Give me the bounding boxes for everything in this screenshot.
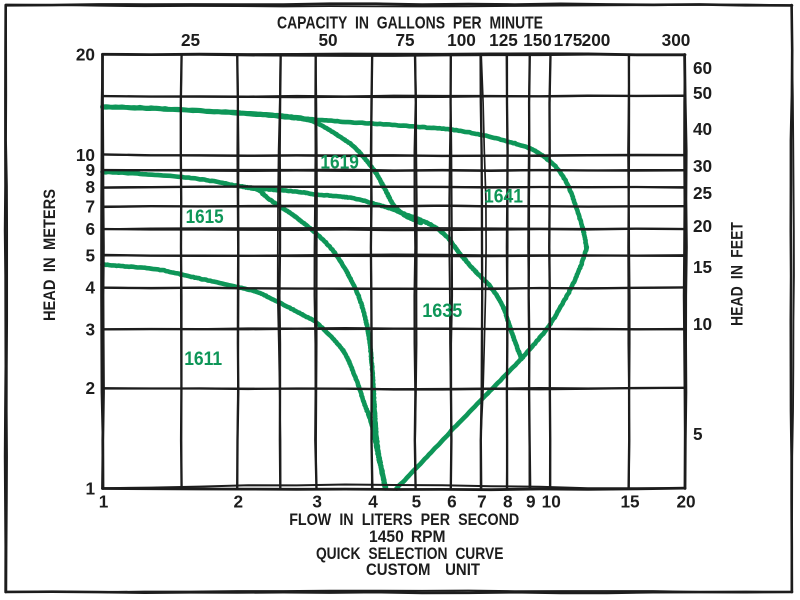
svg-text:200: 200: [582, 30, 611, 50]
svg-text:1450 RPM: 1450 RPM: [369, 527, 446, 546]
svg-text:40: 40: [693, 119, 712, 139]
svg-text:1641: 1641: [484, 187, 523, 208]
svg-text:HEAD IN FEET: HEAD IN FEET: [728, 221, 747, 326]
svg-text:50: 50: [318, 30, 337, 50]
svg-text:8: 8: [85, 177, 95, 197]
svg-text:1: 1: [85, 479, 95, 499]
svg-text:3: 3: [312, 492, 322, 512]
svg-text:FLOW IN LITERS PER SECOND: FLOW IN LITERS PER SECOND: [289, 510, 519, 529]
svg-text:1619: 1619: [320, 153, 359, 174]
svg-text:20: 20: [693, 216, 712, 236]
svg-text:2: 2: [233, 492, 243, 512]
svg-text:1615: 1615: [186, 207, 224, 228]
svg-text:25: 25: [181, 30, 201, 50]
svg-text:CAPACITY IN GALLONS PER MINUTE: CAPACITY IN GALLONS PER MINUTE: [277, 13, 543, 33]
svg-text:10: 10: [542, 492, 561, 512]
svg-text:1611: 1611: [184, 349, 222, 370]
svg-text:50: 50: [693, 83, 712, 103]
svg-text:QUICK SELECTION CURVE: QUICK SELECTION CURVE: [316, 544, 504, 563]
svg-text:1: 1: [99, 492, 109, 512]
svg-text:4: 4: [368, 492, 378, 512]
svg-text:HEAD IN METERS: HEAD IN METERS: [40, 189, 59, 321]
svg-text:8: 8: [503, 492, 513, 512]
svg-text:125: 125: [489, 30, 518, 50]
svg-text:6: 6: [447, 492, 457, 512]
svg-text:7: 7: [85, 197, 95, 217]
svg-text:100: 100: [447, 30, 476, 50]
svg-text:5: 5: [412, 492, 422, 512]
svg-text:20: 20: [676, 492, 695, 512]
svg-text:25: 25: [693, 183, 713, 203]
svg-text:30: 30: [693, 156, 712, 176]
svg-text:4: 4: [85, 278, 95, 298]
svg-text:5: 5: [85, 245, 95, 265]
svg-text:CUSTOM UNIT: CUSTOM UNIT: [366, 560, 481, 579]
svg-text:2: 2: [85, 378, 95, 398]
svg-text:9: 9: [85, 160, 95, 180]
svg-text:175: 175: [554, 30, 583, 50]
svg-text:3: 3: [85, 319, 95, 339]
svg-text:20: 20: [76, 45, 95, 65]
svg-text:15: 15: [693, 257, 713, 277]
svg-text:7: 7: [477, 492, 487, 512]
svg-text:300: 300: [662, 30, 691, 50]
svg-text:10: 10: [76, 145, 95, 165]
svg-text:6: 6: [85, 219, 95, 239]
svg-text:75: 75: [395, 30, 415, 50]
svg-text:15: 15: [620, 492, 640, 512]
svg-text:1635: 1635: [422, 301, 462, 322]
svg-text:60: 60: [693, 58, 712, 78]
svg-text:150: 150: [523, 30, 552, 50]
svg-text:5: 5: [693, 424, 703, 444]
svg-text:9: 9: [526, 492, 536, 512]
svg-text:10: 10: [693, 314, 712, 334]
